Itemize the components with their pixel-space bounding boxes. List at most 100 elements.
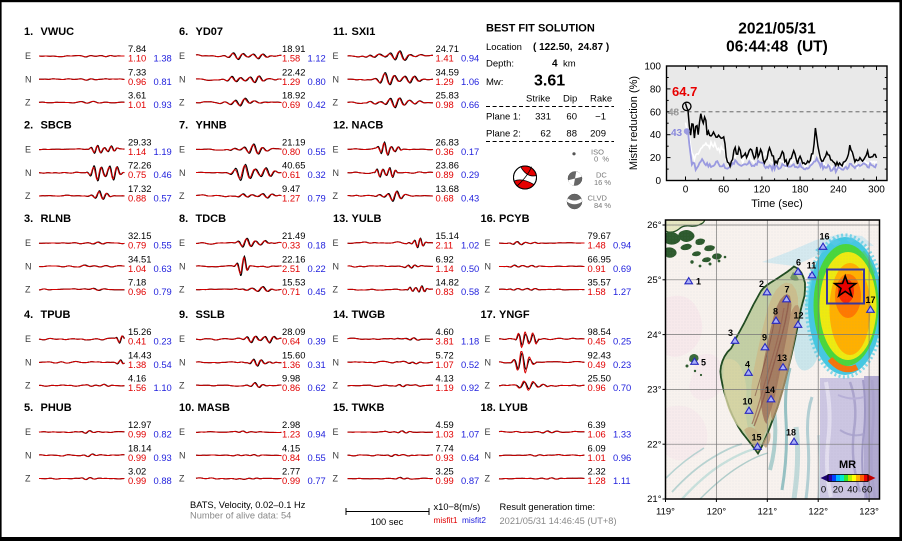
svg-text:2.11: 2.11: [436, 240, 454, 251]
svg-text:14.: 14.: [333, 309, 348, 321]
svg-text:32.15: 32.15: [128, 230, 151, 241]
svg-text:1.19: 1.19: [436, 382, 454, 393]
svg-text:YHNB: YHNB: [196, 119, 227, 131]
svg-text:1.58: 1.58: [282, 53, 300, 64]
svg-text:2.: 2.: [24, 119, 33, 131]
svg-text:N: N: [179, 168, 186, 178]
svg-text:20: 20: [650, 153, 662, 164]
svg-text:35.57: 35.57: [588, 277, 611, 288]
svg-text:26.83: 26.83: [436, 136, 459, 147]
svg-text:Result generation time:: Result generation time:: [500, 502, 596, 512]
svg-text:Z: Z: [333, 98, 339, 108]
svg-text:0 %: 0 %: [594, 155, 609, 164]
svg-text:64.7: 64.7: [672, 84, 697, 99]
svg-text:YNGF: YNGF: [499, 309, 530, 321]
svg-text:20: 20: [833, 485, 844, 496]
svg-text:0.83: 0.83: [436, 286, 454, 297]
svg-text:14.43: 14.43: [128, 349, 151, 360]
svg-text:E: E: [179, 238, 185, 248]
svg-text:N: N: [25, 75, 32, 85]
svg-text:Time (sec): Time (sec): [751, 198, 803, 210]
svg-text:Z: Z: [25, 474, 31, 484]
svg-text:2.98: 2.98: [282, 419, 300, 430]
svg-text:0.33: 0.33: [282, 240, 300, 251]
svg-text:TWGB: TWGB: [352, 309, 386, 321]
svg-text:Z: Z: [333, 191, 339, 201]
svg-text:1.06: 1.06: [461, 76, 479, 87]
svg-text:12: 12: [793, 311, 803, 321]
svg-text:DC: DC: [596, 171, 607, 180]
svg-text:Number of alive data: 54: Number of alive data: 54: [190, 511, 291, 521]
svg-text:0.94: 0.94: [308, 429, 326, 440]
svg-text:BEST FIT SOLUTION: BEST FIT SOLUTION: [486, 23, 595, 35]
svg-text:10.: 10.: [179, 402, 194, 414]
svg-text:0.94: 0.94: [613, 240, 631, 251]
svg-text:15.: 15.: [333, 402, 348, 414]
svg-text:0.45: 0.45: [308, 286, 326, 297]
svg-text:E: E: [25, 427, 31, 437]
svg-text:E: E: [179, 427, 185, 437]
svg-text:60: 60: [718, 185, 730, 196]
svg-text:1.48: 1.48: [588, 240, 606, 251]
svg-text:9.47: 9.47: [282, 183, 300, 194]
svg-text:0.29: 0.29: [461, 169, 479, 180]
svg-text:48: 48: [668, 108, 680, 119]
svg-text:Z: Z: [179, 474, 185, 484]
svg-text:N: N: [333, 75, 340, 85]
svg-text:9.: 9.: [179, 309, 188, 321]
svg-text:PCYB: PCYB: [499, 213, 530, 225]
svg-text:E: E: [179, 51, 185, 61]
svg-text:0.23: 0.23: [613, 359, 631, 370]
svg-text:1.23: 1.23: [282, 429, 300, 440]
svg-text:YD07: YD07: [196, 26, 224, 38]
svg-text:0.79: 0.79: [154, 286, 172, 297]
svg-text:17.32: 17.32: [128, 183, 151, 194]
svg-text:0.98: 0.98: [436, 99, 454, 110]
svg-text:E: E: [333, 238, 339, 248]
svg-text:0.63: 0.63: [154, 263, 172, 274]
svg-text:25°: 25°: [647, 275, 662, 286]
svg-text:40: 40: [650, 130, 662, 141]
svg-text:Z: Z: [25, 98, 31, 108]
svg-text:0.80: 0.80: [308, 76, 326, 87]
svg-text:24.71: 24.71: [436, 43, 459, 54]
svg-text:0.93: 0.93: [154, 99, 172, 110]
svg-text:0.57: 0.57: [154, 192, 172, 203]
svg-text:300: 300: [868, 185, 885, 196]
svg-text:8: 8: [773, 307, 778, 317]
svg-text:1.02: 1.02: [461, 240, 479, 251]
svg-text:0.99: 0.99: [128, 475, 146, 486]
svg-text:10: 10: [742, 397, 752, 407]
svg-text:0.99: 0.99: [128, 429, 146, 440]
svg-text:29.33: 29.33: [128, 136, 151, 147]
svg-text:88: 88: [566, 129, 577, 140]
svg-text:0.25: 0.25: [613, 336, 631, 347]
svg-text:Misfit reduction (%): Misfit reduction (%): [628, 76, 640, 170]
svg-text:E: E: [25, 334, 31, 344]
svg-text:0.66: 0.66: [461, 99, 479, 110]
svg-text:1.03: 1.03: [436, 429, 454, 440]
svg-text:18.91: 18.91: [282, 43, 305, 54]
svg-text:N: N: [179, 262, 186, 272]
svg-text:14: 14: [765, 385, 775, 395]
svg-text:1.19: 1.19: [154, 146, 172, 157]
svg-text:0.50: 0.50: [461, 263, 479, 274]
svg-text:E: E: [179, 334, 185, 344]
svg-text:120: 120: [754, 185, 771, 196]
svg-text:84 %: 84 %: [594, 201, 611, 210]
svg-text:Z: Z: [179, 98, 185, 108]
svg-text:0.58: 0.58: [461, 286, 479, 297]
svg-text:0.62: 0.62: [308, 382, 326, 393]
svg-text:Z: Z: [179, 381, 185, 391]
svg-text:22.42: 22.42: [282, 66, 305, 77]
svg-text:0: 0: [655, 176, 661, 187]
svg-text:0.64: 0.64: [461, 452, 479, 463]
svg-text:60: 60: [862, 485, 873, 496]
svg-text:6: 6: [796, 258, 801, 268]
svg-text:N: N: [25, 451, 32, 461]
svg-text:0.89: 0.89: [436, 169, 454, 180]
svg-text:4.16: 4.16: [128, 373, 146, 384]
svg-text:0.18: 0.18: [308, 240, 326, 251]
svg-text:LYUB: LYUB: [499, 402, 528, 414]
svg-text:24°: 24°: [647, 330, 662, 341]
